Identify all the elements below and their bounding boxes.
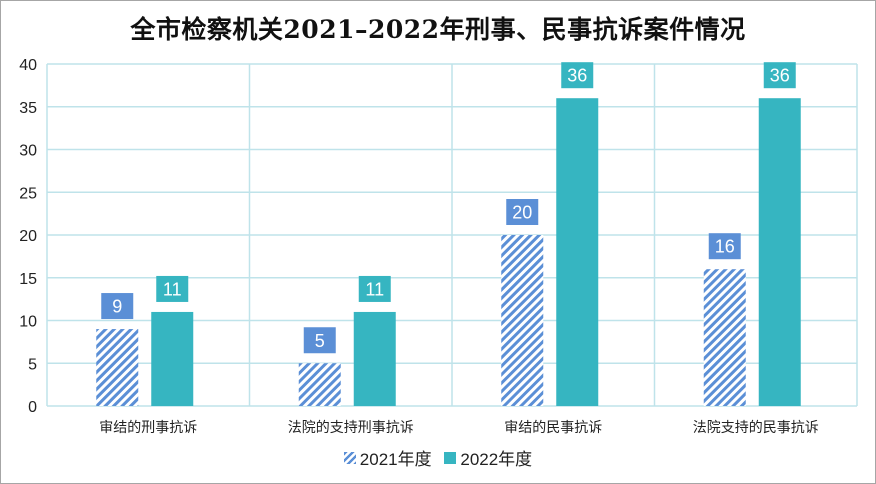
- y-tick-label: 0: [28, 399, 37, 416]
- bar-2022-3: [758, 98, 801, 406]
- data-label-box: [101, 293, 134, 320]
- data-label-box: [561, 62, 594, 89]
- data-label: 5: [315, 331, 325, 351]
- legend-swatch-2021: [343, 451, 356, 464]
- y-tick-label: 20: [19, 228, 37, 245]
- bar-2021-3: [703, 269, 746, 406]
- x-category-label: 法院支持的民事抗诉: [693, 420, 819, 436]
- data-label-box: [358, 275, 391, 302]
- data-label-box: [303, 327, 336, 354]
- legend-item-2022: 2022年度: [444, 445, 532, 470]
- data-label: 36: [567, 66, 587, 86]
- data-label-box: [763, 62, 796, 89]
- legend-swatch-2022: [444, 451, 457, 464]
- data-label-box: [156, 275, 189, 302]
- y-tick-label: 5: [28, 356, 37, 373]
- chart-title: 全市检察机关2021–2022年刑事、民事抗诉案件情况: [130, 15, 746, 44]
- bar-2022-2: [556, 98, 599, 406]
- data-label: 11: [163, 279, 182, 299]
- bar-2021-2: [501, 235, 544, 406]
- legend-label-2022: 2022年度: [460, 450, 533, 469]
- x-category-label: 审结的刑事抗诉: [99, 420, 197, 436]
- legend-item-2021: 2021年度: [343, 445, 432, 470]
- y-tick-label: 30: [19, 143, 37, 160]
- data-label: 16: [715, 237, 735, 257]
- data-label-box: [708, 233, 741, 260]
- y-tick-label: 25: [19, 185, 37, 202]
- legend: 2021年度 2022年度: [0, 445, 876, 470]
- data-label: 11: [365, 279, 384, 299]
- data-label: 9: [112, 297, 122, 317]
- bar-2021-1: [298, 363, 341, 406]
- data-label-box: [506, 199, 539, 225]
- y-tick-label: 10: [19, 314, 37, 331]
- x-category-label: 法院的支持刑事抗诉: [288, 420, 414, 436]
- bar-2022-1: [353, 311, 396, 406]
- bar-2021-0: [96, 329, 139, 406]
- legend-label-2021: 2021年度: [359, 450, 432, 469]
- bar-2022-0: [151, 311, 194, 406]
- x-category-label: 审结的民事抗诉: [504, 420, 602, 436]
- y-tick-label: 15: [19, 271, 37, 288]
- y-tick-label: 35: [19, 100, 37, 117]
- data-label: 20: [512, 203, 532, 223]
- data-label: 36: [770, 66, 790, 86]
- y-tick-label: 40: [19, 57, 37, 74]
